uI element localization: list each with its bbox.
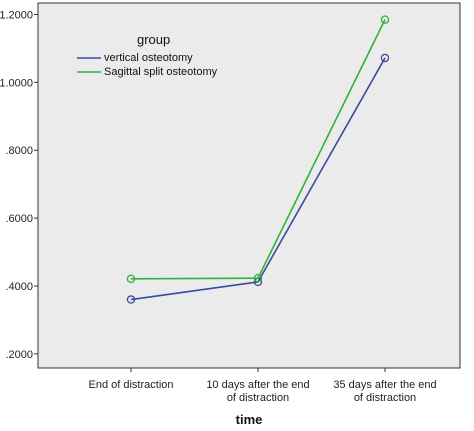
legend-label-sagittal: Sagittal split osteotomy [104,66,218,78]
x-tick-label: End of distraction [89,379,174,391]
data-point-sagittal [380,15,390,24]
x-tick-label: 10 days after the end [206,379,309,391]
data-point-sagittal [126,274,136,284]
y-axis: .2000 .4000 .6000 .8000 1.0000 1.2000 [0,10,38,361]
plot-area [37,2,461,369]
y-tick-label: .8000 [5,145,33,157]
data-point-vertical [126,295,136,304]
y-tick-label: .4000 [5,281,33,293]
data-point-vertical [380,53,390,63]
legend-title: group [137,32,170,47]
data-point-sagittal [253,273,263,283]
y-tick-label: 1.0000 [0,77,33,89]
legend: group vertical osteotomy Sagittal split … [77,32,218,78]
x-axis-title: time [236,412,263,427]
x-tick-label: of distraction [227,392,289,404]
series-layer [126,15,390,304]
legend-label-vertical: vertical osteotomy [104,52,193,64]
y-tick-label: .6000 [5,213,33,225]
y-tick-label: 1.2000 [0,10,33,22]
x-axis: End of distraction 10 days after the endo… [89,368,437,404]
x-tick-label: 35 days after the end [333,379,436,391]
y-tick-label: .2000 [5,349,33,361]
x-tick-label: of distraction [354,392,416,404]
series-line-sagittal [130,19,386,280]
